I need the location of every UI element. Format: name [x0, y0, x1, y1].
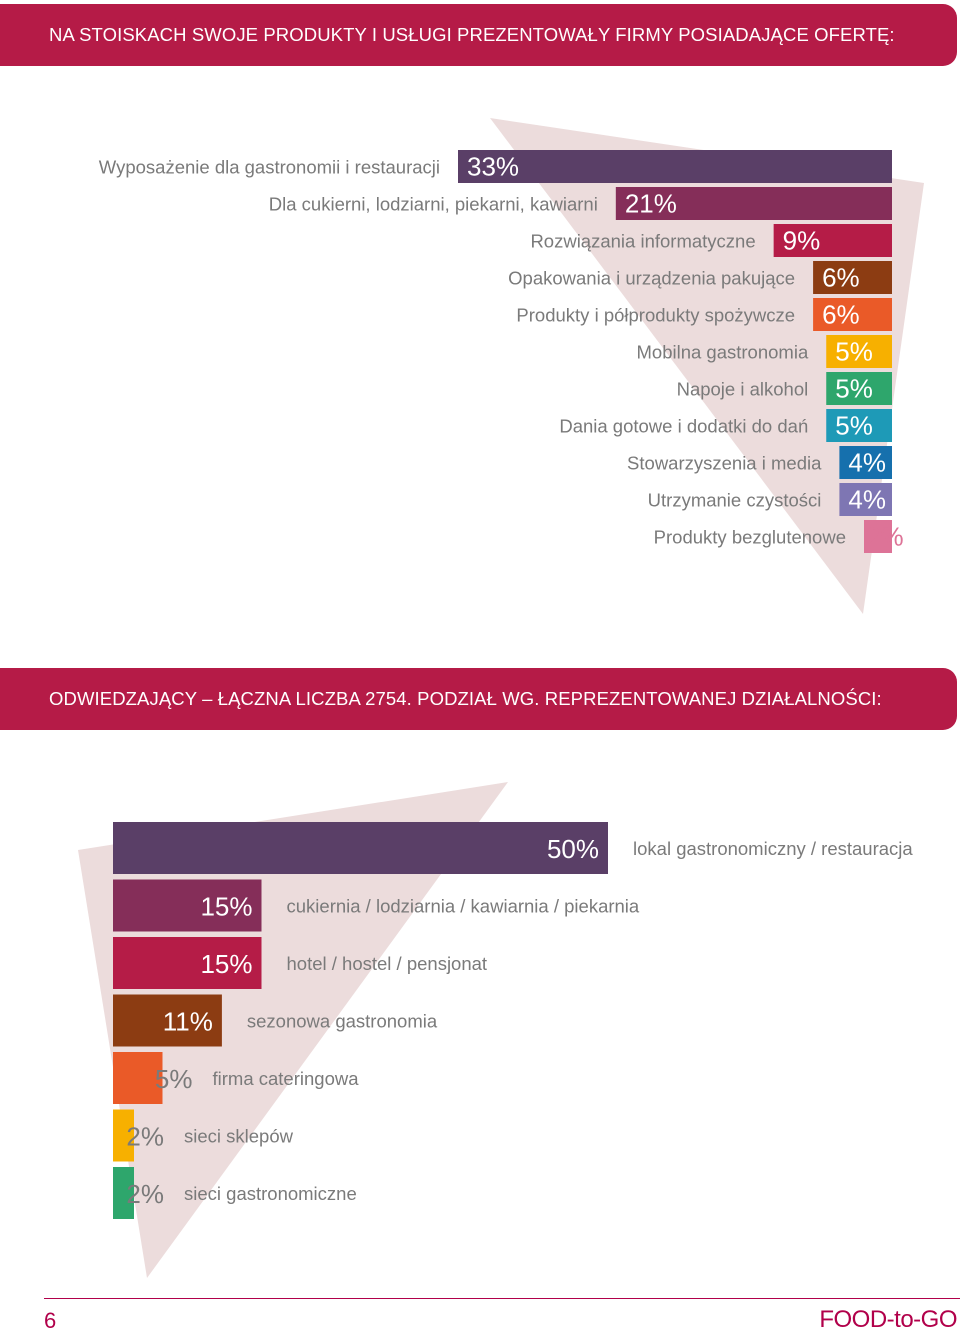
chart2-value-label: 2% [126, 1179, 164, 1209]
chart1-category-label: Stowarzyszenia i media [627, 453, 822, 474]
chart2-category-label: lokal gastronomiczny / restauracja [633, 838, 913, 859]
chart1-category-label: Opakowania i urządzenia pakujące [508, 268, 795, 289]
chart1-category-label: Dania gotowe i dodatki do dań [559, 416, 808, 437]
chart1-value-label: 4% [848, 485, 886, 515]
chart1-category-label: Napoje i alkohol [677, 379, 809, 400]
chart1-value-label: 4% [848, 448, 886, 478]
chart2-value-label: 15% [200, 892, 252, 922]
chart1-category-label: Dla cukierni, lodziarni, piekarni, kawia… [269, 194, 598, 215]
chart2-value-label: 15% [200, 949, 252, 979]
chart1-category-label: Mobilna gastronomia [637, 342, 809, 363]
chart1-bar [839, 483, 892, 516]
chart1-value-label: 5% [835, 337, 873, 367]
chart2-value-label: 5% [155, 1064, 193, 1094]
chart2-bar [113, 937, 262, 989]
chart1-category-label: Rozwiązania informatyczne [530, 231, 755, 252]
section2-title-banner: ODWIEDZAJĄCY – ŁĄCZNA LICZBA 2754. PODZI… [0, 668, 957, 730]
section2-title: ODWIEDZAJĄCY – ŁĄCZNA LICZBA 2754. PODZI… [49, 688, 882, 709]
chart2-category-label: sezonowa gastronomia [247, 1011, 438, 1032]
chart2-bar [113, 994, 222, 1047]
chart1-bar [826, 335, 892, 368]
chart2-category-label: sieci gastronomiczne [184, 1183, 357, 1204]
chart1-category-label: Wyposażenie dla gastronomii i restauracj… [99, 157, 440, 178]
chart2-bar [113, 1052, 163, 1104]
chart1-marks: 33% Wyposażenie dla gastronomii i restaur… [99, 150, 904, 553]
chart1-value-label: 6% [822, 263, 860, 293]
chart2-category-label: cukiernia / lodziarnia / kawiarnia / pie… [287, 896, 640, 917]
chart2-category-label: hotel / hostel / pensjonat [287, 953, 488, 974]
chart1-value-label: 2% [866, 522, 904, 552]
chart2-category-label: firma cateringowa [213, 1068, 360, 1089]
chart-exhibitor-offer: 33% Wyposażenie dla gastronomii i restaur… [99, 118, 924, 614]
chart2-value-label: 2% [126, 1122, 164, 1152]
chart1-value-label: 33% [467, 152, 519, 182]
chart1-bar [813, 298, 892, 331]
footer-divider [44, 1298, 960, 1299]
chart2-bar [113, 1167, 134, 1219]
chart1-bar [826, 409, 892, 442]
chart2-bar [113, 822, 608, 874]
chart1-category-label: Utrzymanie czystości [648, 490, 822, 511]
chart1-category-label: Produkty i półprodukty spożywcze [516, 305, 795, 326]
chart2-marks: 50% lokal gastronomiczny / restauracja 15%… [113, 822, 913, 1219]
section1-title-banner: NA STOISKACH SWOJE PRODUKTY I USŁUGI PRE… [0, 4, 957, 66]
chart1-category-label: Produkty bezglutenowe [654, 527, 846, 548]
chart2-bar [113, 1109, 134, 1162]
chart2-value-label: 50% [547, 834, 599, 864]
chart1-bar [773, 224, 892, 257]
chart1-bar [839, 446, 892, 479]
chart2-bar [113, 879, 262, 932]
section1-title: NA STOISKACH SWOJE PRODUKTY I USŁUGI PRE… [49, 24, 895, 45]
chart1-value-label: 21% [625, 189, 677, 219]
chart1-bar [615, 187, 892, 220]
chart2-value-label: 11% [163, 1007, 213, 1037]
chart1-value-label: 5% [835, 411, 873, 441]
chart1-bar [826, 372, 892, 405]
chart1-value-label: 5% [835, 374, 873, 404]
chart2-category-label: sieci sklepów [184, 1126, 294, 1147]
brand-logo-text: FOOD-to-GO [819, 1306, 957, 1333]
chart1-value-label: 6% [822, 300, 860, 330]
chart1-bar [864, 520, 892, 553]
chart1-bar [813, 261, 892, 294]
chart1-bar [458, 150, 892, 183]
page-number: 6 [44, 1308, 57, 1333]
chart1-value-label: 9% [783, 226, 821, 256]
